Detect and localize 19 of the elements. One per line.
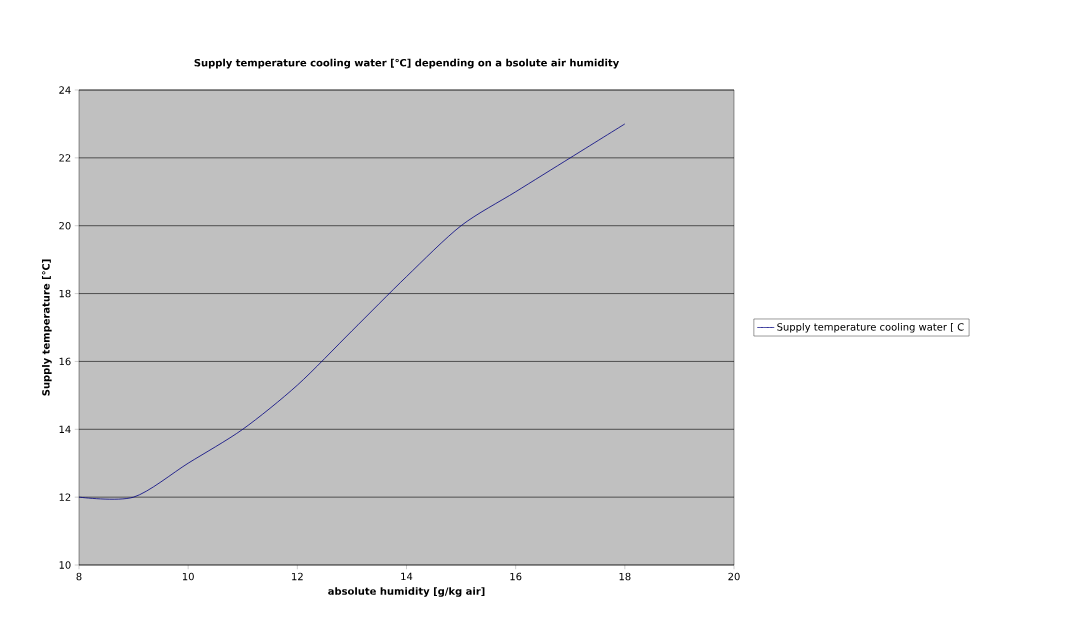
x-tick-label: 14: [401, 572, 413, 581]
x-tick-label: 16: [510, 572, 522, 581]
y-tick-label: 10: [59, 561, 71, 569]
y-tick-label: 24: [59, 86, 71, 94]
x-tick-label: 12: [292, 572, 303, 581]
y-tick-label: 18: [59, 289, 71, 298]
x-tick-label: 10: [182, 572, 194, 581]
x-tick-label: 18: [619, 572, 631, 581]
y-tick-label: 14: [59, 425, 71, 433]
y-tick-label: 20: [59, 221, 71, 230]
chart-title: Supply temperature cooling water [℃] depending on a bsolute air humidity: [194, 58, 619, 69]
x-axis-title: absolute humidity [g/kg air]: [328, 587, 485, 597]
legend-label: Supply temperature cooling water [ C: [777, 322, 964, 333]
y-tick-label: 16: [59, 357, 71, 366]
y-axis-title: Supply temperature [℃]: [41, 259, 52, 396]
x-tick-label: 20: [728, 572, 740, 581]
x-tick-label: 8: [76, 572, 82, 581]
y-tick-label: 22: [59, 154, 71, 162]
y-tick-label: 12: [59, 493, 71, 501]
